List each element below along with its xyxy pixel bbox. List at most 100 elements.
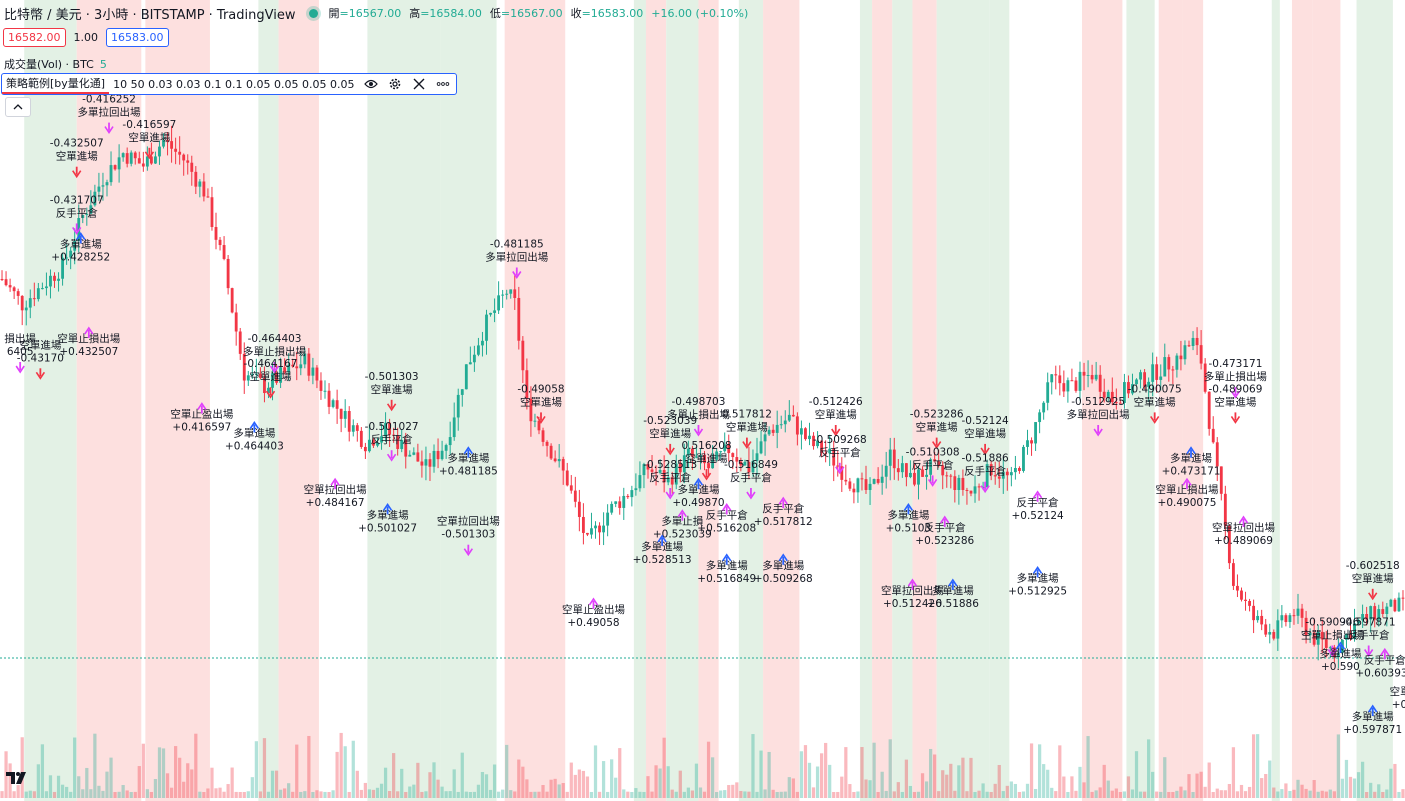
volume-bar <box>412 784 416 798</box>
collapse-legend-button[interactable] <box>5 97 31 117</box>
volume-bar <box>751 734 755 798</box>
volume-bar <box>1110 790 1114 798</box>
strategy-signal-label[interactable]: 反手平倉+0.517812 <box>754 496 813 528</box>
volume-bar <box>513 791 517 798</box>
strategy-signal-label[interactable]: 反手平倉+0.603937 <box>1355 647 1405 679</box>
strategy-signal-label[interactable]: 空單止損出場+0.432507 <box>57 326 121 358</box>
strategy-signal-label[interactable]: 空單止盈出場+0.49058 <box>562 597 625 629</box>
more-icon[interactable] <box>436 77 450 91</box>
volume-bar <box>69 791 73 798</box>
candle-body <box>949 475 953 477</box>
strategy-signal-label[interactable]: 多單進場+0.464403 <box>225 421 284 453</box>
strategy-signal-label[interactable]: 多單進場+0.516849 <box>697 553 756 585</box>
strategy-signal-label[interactable]: 空單止損出場+0.490075 <box>1155 477 1219 509</box>
strategy-legend[interactable]: 策略範例[by量化通] 10 50 0.03 0.03 0.1 0.1 0.05… <box>1 73 458 95</box>
strategy-signal-label[interactable]: 多單進場+0.481185 <box>439 446 498 478</box>
strategy-zone-long <box>258 0 279 801</box>
strategy-signal-label[interactable]: 空單止盈出場+0.416597 <box>170 402 234 434</box>
strategy-signal-label[interactable]: 空單拉回出場+0.489069 <box>1212 515 1276 547</box>
volume-bar <box>1280 789 1284 798</box>
tradingview-logo-icon[interactable] <box>6 770 30 786</box>
strategy-signal-label[interactable]: 空單拉回出場+0.484167 <box>304 477 367 509</box>
symbol-title[interactable]: 比特幣 / 美元 · 3小時 · BITSTAMP · TradingView <box>4 7 296 23</box>
signal-text: +0.464403 <box>225 441 284 453</box>
volume-bar <box>509 790 513 798</box>
strategy-signal-label[interactable]: 多單進場+0.590 <box>1319 641 1362 673</box>
candle-body <box>799 428 803 435</box>
candle-body <box>129 152 133 164</box>
close-icon[interactable] <box>412 77 426 91</box>
strategy-zone-short <box>698 0 719 801</box>
strategy-signal-label[interactable]: 空單拉回出場+0.602518 <box>1390 681 1405 711</box>
strategy-signal-label[interactable]: 多單進場+0.51886 <box>927 578 980 610</box>
gear-icon[interactable] <box>388 77 402 91</box>
strategy-signal-label[interactable]: 空單拉回出場-0.501303 <box>437 515 500 557</box>
volume-bar <box>1292 789 1296 798</box>
strategy-signal-label[interactable]: 多單進場+0.512925 <box>1008 565 1067 597</box>
candle-body <box>400 440 404 449</box>
candle-body <box>513 289 517 298</box>
strategy-signal-label[interactable]: 空單拉回出場+0.512426 <box>881 578 944 610</box>
strategy-name[interactable]: 策略範例[by量化通] <box>2 74 110 94</box>
strategy-signal-label[interactable]: 多單進場+0.5103 <box>886 502 932 534</box>
signal-text: 0.517812 <box>722 409 772 421</box>
volume-bar <box>1062 776 1066 798</box>
volume-bar <box>283 788 287 798</box>
strategy-signal-label[interactable]: 反手平倉+0.52124 <box>1011 490 1064 522</box>
volume-bar <box>1284 783 1288 798</box>
strategy-signal-label[interactable]: 多單進場+0.528513 <box>633 534 692 566</box>
strategy-signal-label[interactable]: 多單進場+0.501027 <box>358 502 417 534</box>
strategy-signal-label[interactable]: 多單進場+0.597871 <box>1343 704 1402 736</box>
strategy-signal-label[interactable]: 多單進場+0.428252 <box>51 232 110 264</box>
strategy-signal-label[interactable]: 多單進場+0.473171 <box>1162 446 1221 478</box>
volume-bar <box>440 786 444 798</box>
strategy-signal-label[interactable]: 多單進場+0.49870 <box>672 477 725 509</box>
strategy-signal-label[interactable]: 反手平倉+0.516208 <box>697 502 756 534</box>
strategy-signal-label[interactable]: 多單止損+0.523039 <box>653 509 712 541</box>
volume-legend[interactable]: 成交量(Vol) · BTC 5 <box>4 56 107 72</box>
volume-bar <box>1021 791 1026 798</box>
eye-icon[interactable] <box>364 77 379 91</box>
volume-bar <box>892 791 896 798</box>
signal-arrow-head-icon <box>72 170 82 179</box>
volume-bar <box>783 791 787 798</box>
strategy-signal-label[interactable]: 空單進場-0.43170 <box>17 338 64 380</box>
sell-price-button[interactable]: 16582.00 <box>3 28 66 47</box>
strategy-signal-label[interactable]: 多單進場+0.509268 <box>754 553 813 585</box>
candle-body <box>864 479 868 490</box>
buy-price-button[interactable]: 16583.00 <box>106 28 169 47</box>
signal-arrow-head-icon <box>903 502 914 511</box>
strategy-signal-label[interactable]: 反手平倉+0.523286 <box>915 515 975 547</box>
